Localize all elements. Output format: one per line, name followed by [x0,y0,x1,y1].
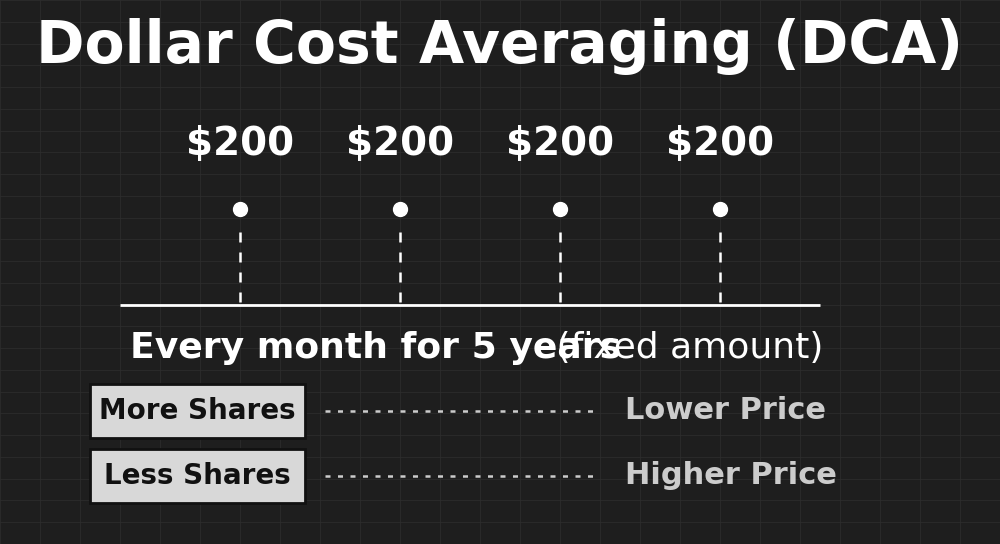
Point [712,205,728,214]
Text: $200: $200 [346,125,454,163]
Text: Lower Price: Lower Price [625,396,826,425]
Text: Higher Price: Higher Price [625,461,837,491]
Text: Dollar Cost Averaging (DCA): Dollar Cost Averaging (DCA) [36,18,964,75]
Text: Every month for 5 years: Every month for 5 years [130,331,621,365]
Point [392,205,408,214]
Text: More Shares: More Shares [99,397,296,425]
Point [552,205,568,214]
FancyBboxPatch shape [90,449,305,503]
Point [232,205,248,214]
Text: $200: $200 [666,125,774,163]
Text: Less Shares: Less Shares [104,462,291,490]
Text: $200: $200 [186,125,294,163]
Text: (fixed amount): (fixed amount) [545,331,823,365]
FancyBboxPatch shape [90,384,305,438]
Text: $200: $200 [506,125,614,163]
